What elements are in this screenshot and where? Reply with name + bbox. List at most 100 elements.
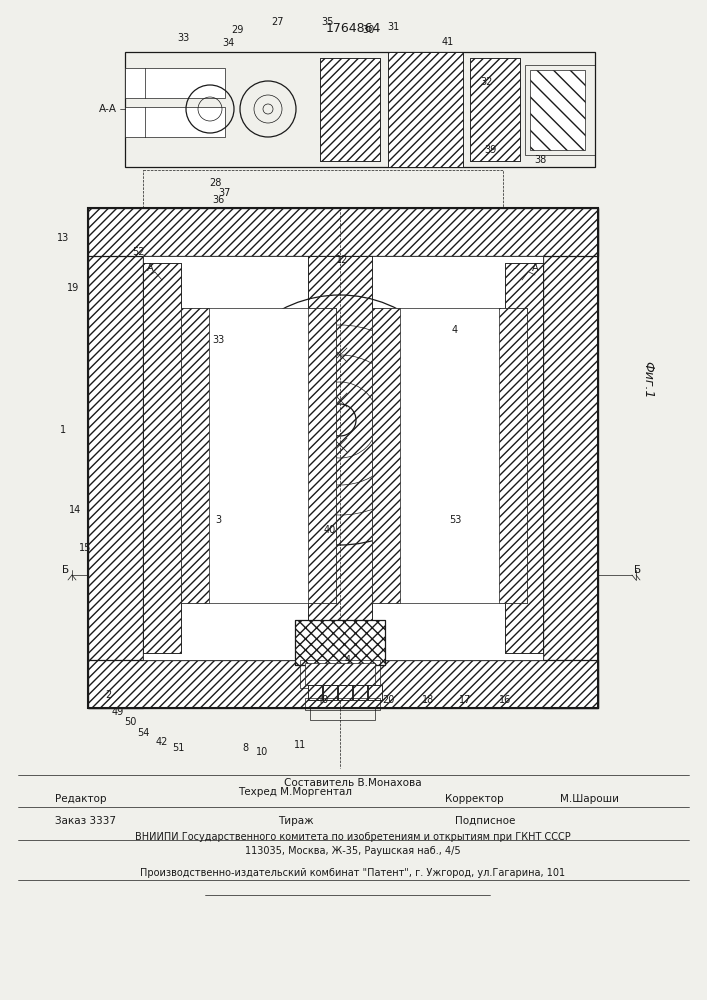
Text: 20: 20: [382, 695, 395, 705]
Bar: [388, 52, 463, 167]
Text: 14: 14: [69, 505, 81, 515]
Text: 27: 27: [271, 17, 284, 27]
Bar: [525, 65, 595, 155]
Bar: [125, 52, 595, 167]
Bar: [543, 208, 598, 708]
Text: 49: 49: [112, 707, 124, 717]
Bar: [295, 620, 385, 665]
Bar: [143, 170, 503, 208]
Bar: [88, 208, 143, 708]
Text: 40: 40: [317, 695, 329, 705]
Text: 8: 8: [242, 743, 248, 753]
Bar: [353, 685, 367, 700]
Bar: [530, 70, 585, 150]
Bar: [388, 52, 463, 167]
Text: Б: Б: [634, 565, 641, 575]
Bar: [308, 256, 372, 660]
Bar: [88, 660, 598, 708]
Text: 34: 34: [222, 38, 234, 48]
Text: Редактор: Редактор: [55, 794, 107, 804]
Text: М.Шароши: М.Шароши: [560, 794, 619, 804]
Text: 29: 29: [230, 25, 243, 35]
Bar: [308, 308, 336, 603]
Text: 42: 42: [156, 737, 168, 747]
Text: 37: 37: [218, 188, 231, 198]
Bar: [88, 208, 598, 256]
Bar: [143, 263, 181, 653]
Text: 1: 1: [60, 425, 66, 435]
Text: 1764864: 1764864: [325, 21, 380, 34]
Text: 41: 41: [442, 37, 454, 47]
Text: 50: 50: [124, 717, 136, 727]
Bar: [505, 263, 543, 653]
Text: 11: 11: [294, 740, 306, 750]
Text: 35: 35: [322, 17, 334, 27]
Bar: [305, 663, 375, 685]
Bar: [372, 308, 527, 603]
Bar: [320, 58, 380, 161]
Text: 13: 13: [57, 233, 69, 243]
Bar: [320, 58, 380, 161]
Bar: [305, 698, 380, 710]
Text: 3: 3: [215, 515, 221, 525]
Bar: [308, 685, 322, 700]
Bar: [88, 208, 598, 708]
Bar: [499, 308, 527, 603]
Bar: [308, 256, 372, 660]
Text: 52: 52: [132, 247, 144, 257]
Text: 30: 30: [362, 25, 374, 35]
Text: Фиг.1: Фиг.1: [641, 361, 655, 399]
Bar: [470, 58, 520, 161]
Text: 28: 28: [209, 178, 221, 188]
Text: Производственно-издательский комбинат "Патент", г. Ужгород, ул.Гагарина, 101: Производственно-издательский комбинат "П…: [141, 868, 566, 878]
Text: Тираж: Тираж: [278, 816, 314, 826]
Bar: [308, 685, 322, 700]
Bar: [181, 308, 336, 603]
Text: А-А: А-А: [99, 104, 117, 114]
Text: 16: 16: [499, 695, 511, 705]
Text: Заказ 3337: Заказ 3337: [55, 816, 116, 826]
Text: 40: 40: [324, 525, 336, 535]
Text: 33: 33: [177, 33, 189, 43]
Text: 19: 19: [67, 283, 79, 293]
Bar: [310, 708, 375, 720]
Bar: [353, 685, 367, 700]
Bar: [323, 685, 337, 700]
Bar: [505, 263, 543, 653]
Bar: [323, 685, 337, 700]
Text: 10: 10: [256, 747, 268, 757]
Text: 33: 33: [212, 335, 224, 345]
Text: 38: 38: [534, 155, 546, 165]
Bar: [470, 58, 520, 161]
Bar: [88, 660, 598, 708]
Text: Составитель В.Монахова: Составитель В.Монахова: [284, 778, 422, 788]
Text: 53: 53: [449, 515, 461, 525]
Bar: [143, 256, 543, 660]
Text: Б: Б: [62, 565, 69, 575]
Text: 36: 36: [212, 195, 224, 205]
Text: Корректор: Корректор: [445, 794, 503, 804]
Text: Подписное: Подписное: [455, 816, 515, 826]
Bar: [300, 660, 380, 688]
Bar: [125, 68, 225, 98]
Text: 31: 31: [387, 22, 399, 32]
Text: 113035, Москва, Ж-35, Раушская наб., 4/5: 113035, Москва, Ж-35, Раушская наб., 4/5: [245, 846, 461, 856]
Bar: [543, 208, 598, 708]
Bar: [368, 685, 382, 700]
Text: 32: 32: [481, 77, 493, 87]
Bar: [338, 685, 352, 700]
Text: 2: 2: [105, 690, 111, 700]
Bar: [295, 620, 385, 665]
Text: 54: 54: [137, 728, 149, 738]
Text: А: А: [146, 263, 153, 273]
Bar: [143, 263, 181, 653]
Text: 51: 51: [172, 743, 185, 753]
Text: 4: 4: [452, 325, 458, 335]
Text: 17: 17: [459, 695, 471, 705]
Bar: [125, 107, 225, 137]
Bar: [338, 685, 352, 700]
Text: 4: 4: [345, 655, 351, 665]
Text: 18: 18: [422, 695, 434, 705]
Text: 15: 15: [78, 543, 91, 553]
Bar: [88, 208, 598, 256]
